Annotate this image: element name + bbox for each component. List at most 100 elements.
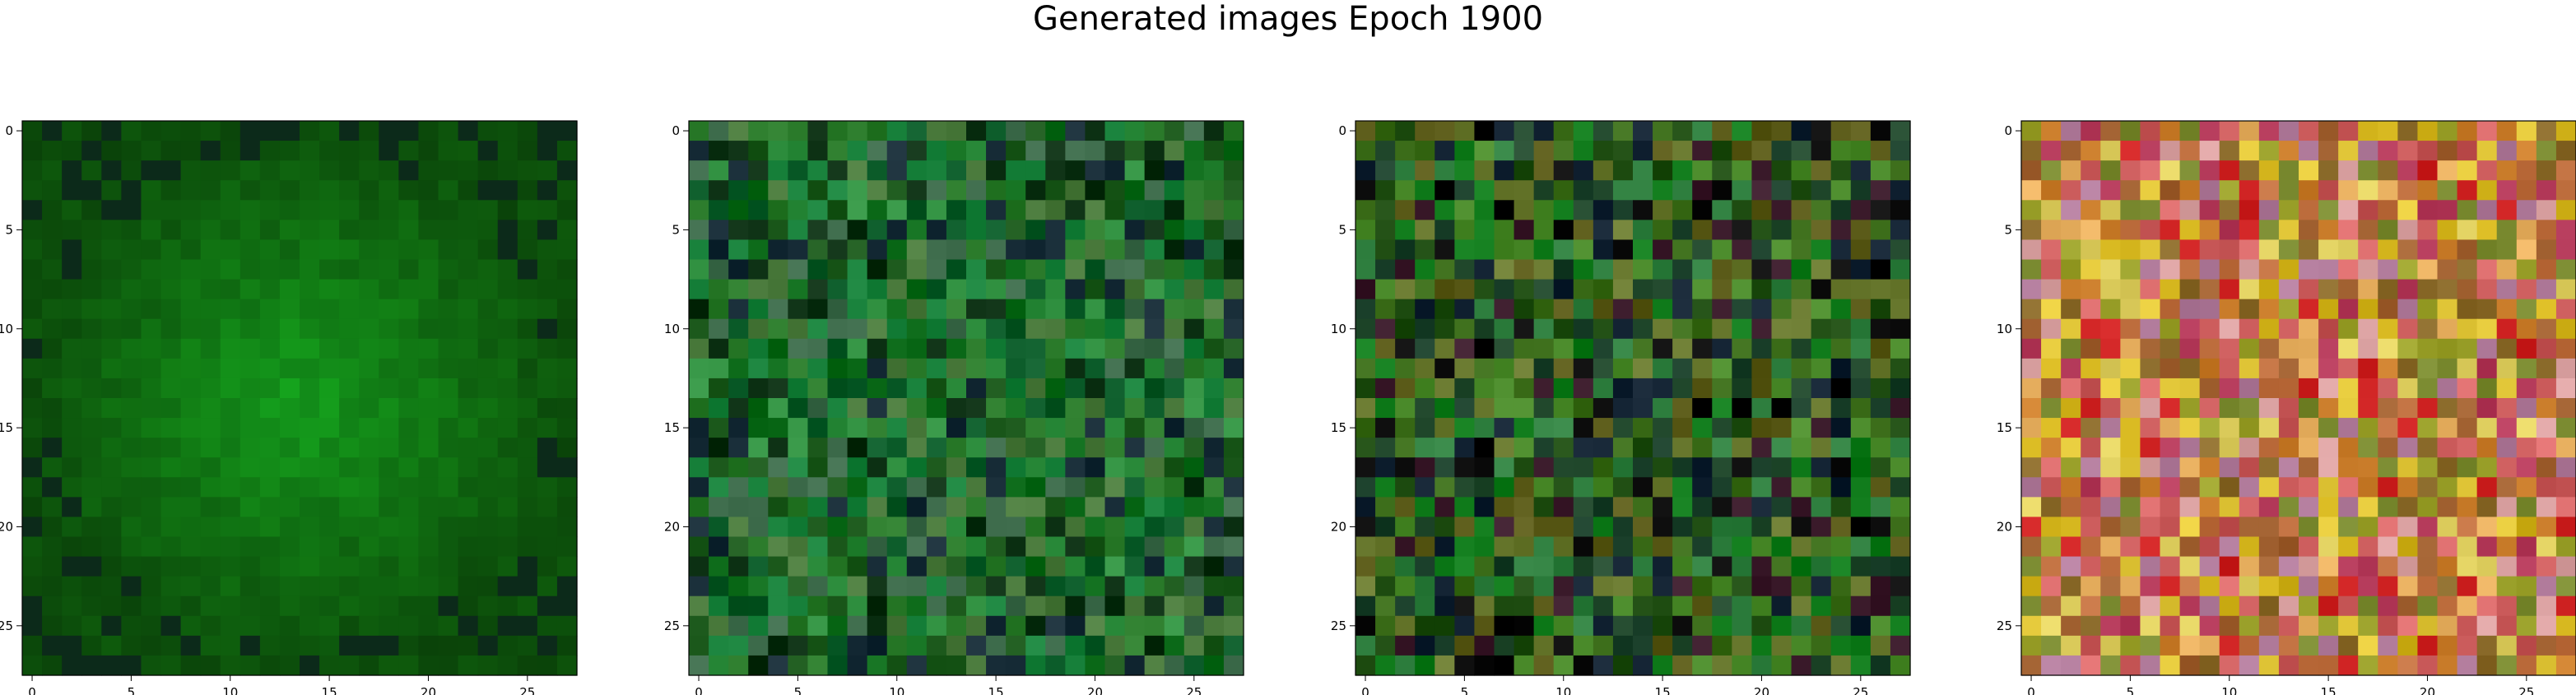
pixel-cell <box>259 615 281 637</box>
pixel-cell <box>2239 200 2260 220</box>
pixel-cell <box>847 556 868 577</box>
pixel-cell <box>946 160 967 181</box>
pixel-cell <box>279 576 300 597</box>
x-tick-label: 25 <box>519 685 535 695</box>
pixel-cell <box>1454 457 1476 478</box>
pixel-cell <box>300 121 320 141</box>
pixel-cell <box>279 279 300 300</box>
pixel-cell <box>121 121 142 141</box>
pixel-cell <box>81 536 102 558</box>
pixel-cell <box>22 299 43 320</box>
pixel-cell <box>827 556 849 577</box>
pixel-cell <box>1434 299 1455 320</box>
pixel-cell <box>1612 595 1634 617</box>
pixel-cell <box>689 576 709 597</box>
pixel-cell <box>2100 517 2121 538</box>
pixel-cell <box>2318 497 2339 518</box>
pixel-cell <box>398 576 420 597</box>
pixel-cell <box>81 338 102 359</box>
pixel-cell <box>2299 655 2319 676</box>
pixel-cell <box>1612 438 1634 458</box>
pixel-cell <box>867 239 888 261</box>
pixel-cell <box>458 477 479 498</box>
pixel-cell <box>886 141 908 161</box>
pixel-cell <box>906 259 928 280</box>
pixel-cell <box>2219 655 2240 676</box>
pixel-cell <box>1712 556 1732 577</box>
pixel-cell <box>2536 160 2557 181</box>
pixel-cell <box>906 141 928 161</box>
pixel-cell <box>239 358 261 379</box>
pixel-cell <box>339 160 360 181</box>
pixel-cell <box>1474 318 1495 340</box>
pixel-cell <box>239 299 261 320</box>
pixel-cell <box>1085 200 1106 220</box>
pixel-cell <box>1653 220 1673 241</box>
pixel-cell <box>319 259 340 280</box>
pixel-cell <box>1870 655 1891 676</box>
pixel-cell <box>1533 477 1555 498</box>
pixel-cell <box>1791 180 1812 201</box>
pixel-cell <box>1494 160 1515 181</box>
pixel-cell <box>1144 160 1165 181</box>
pixel-cell <box>22 655 43 676</box>
pixel-cell <box>121 180 142 201</box>
pixel-cell <box>1791 378 1812 399</box>
pixel-cell <box>141 338 162 359</box>
pixel-cell <box>986 595 1007 617</box>
pixel-cell <box>1771 457 1793 478</box>
pixel-cell <box>1474 556 1495 577</box>
pixel-cell <box>1732 338 1753 359</box>
pixel-cell <box>279 160 300 181</box>
pixel-cell <box>867 576 888 597</box>
pixel-cell <box>709 141 729 161</box>
pixel-cell <box>1355 438 1376 458</box>
pixel-cell <box>398 497 420 518</box>
pixel-cell <box>477 457 499 478</box>
pixel-cell <box>2476 318 2498 340</box>
pixel-cell <box>2100 556 2121 577</box>
pixel-cell <box>2417 398 2439 419</box>
pixel-cell <box>2258 477 2280 498</box>
pixel-cell <box>438 239 459 261</box>
pixel-cell <box>517 220 538 241</box>
pixel-cell <box>1375 358 1396 379</box>
pixel-cell <box>1573 457 1594 478</box>
pixel-cell <box>2516 121 2537 141</box>
pixel-cell <box>259 279 281 300</box>
pixel-cell <box>497 595 518 617</box>
pixel-cell <box>1593 338 1614 359</box>
pixel-cell <box>1712 180 1732 201</box>
pixel-cell <box>1573 338 1594 359</box>
pixel-cell <box>398 615 420 637</box>
pixel-cell <box>2516 556 2537 577</box>
pixel-cell <box>2219 438 2240 458</box>
pixel-cell <box>1045 517 1066 538</box>
pixel-cell <box>807 259 829 280</box>
pixel-cell <box>2397 536 2419 558</box>
pixel-cell <box>477 595 499 617</box>
pixel-cell <box>200 418 221 438</box>
pixel-cell <box>1104 438 1126 458</box>
pixel-cell <box>319 318 340 340</box>
pixel-cell <box>2239 259 2260 280</box>
pixel-cell <box>1203 200 1225 220</box>
pixel-cell <box>768 655 788 676</box>
pixel-cell <box>1593 635 1614 656</box>
pixel-cell <box>2437 398 2458 419</box>
pixel-cell <box>788 655 809 676</box>
pixel-cell <box>1870 398 1891 419</box>
pixel-cell <box>1494 398 1515 419</box>
pixel-cell <box>2299 141 2319 161</box>
pixel-cell <box>279 517 300 538</box>
pixel-cell <box>2338 576 2359 597</box>
pixel-cell <box>1164 635 1185 656</box>
pixel-cell <box>1732 556 1753 577</box>
pixel-cell <box>2378 279 2398 300</box>
pixel-cell <box>1375 239 1396 261</box>
pixel-cell <box>1850 655 1872 676</box>
pixel-cell <box>1223 121 1244 141</box>
pixel-cell <box>1164 477 1185 498</box>
pixel-cell <box>1514 655 1535 676</box>
pixel-cell <box>121 635 142 656</box>
